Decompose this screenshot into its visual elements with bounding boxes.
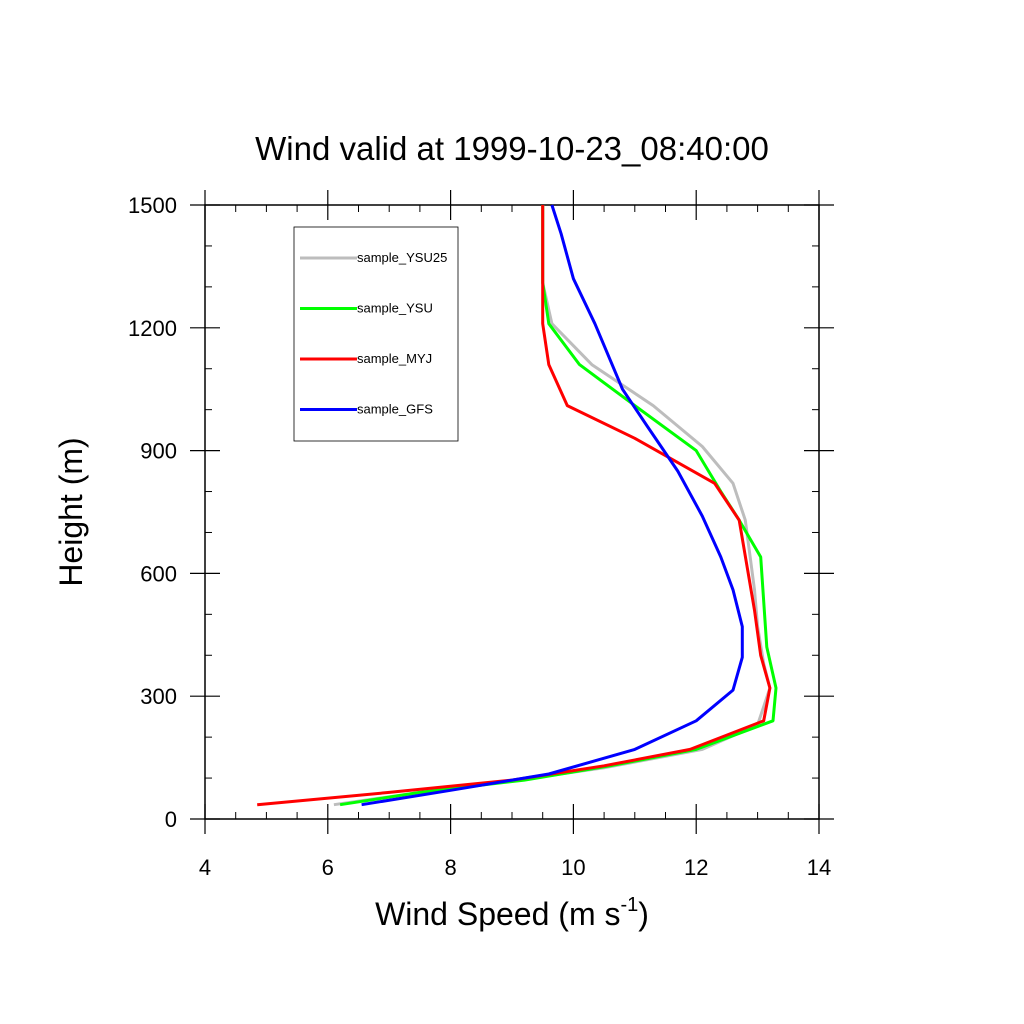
minor-ticks: [205, 205, 819, 819]
x-axis-label: Wind Speed (m s-1): [375, 894, 649, 932]
x-tick-label: 8: [444, 855, 456, 880]
series-line-sample_GFS: [361, 204, 744, 807]
major-ticks: [190, 190, 834, 834]
legend: sample_YSU25 sample_YSU sample_MYJ sample_G…: [293, 226, 459, 442]
x-tick-label: 12: [684, 855, 708, 880]
x-tick-label: 6: [322, 855, 334, 880]
y-tick-label: 300: [140, 684, 177, 709]
y-tick-labels: 0 300 600 900 1200 1500: [128, 193, 177, 832]
y-tick-label: 600: [140, 561, 177, 586]
y-axis-label: Height (m): [53, 437, 89, 586]
y-tick-label: 0: [165, 807, 177, 832]
x-tick-label: 14: [807, 855, 831, 880]
legend-label-sample_MYJ: sample_MYJ: [357, 351, 432, 366]
y-tick-label: 1200: [128, 316, 177, 341]
x-axis-label-superscript: -1: [620, 894, 638, 916]
y-tick-label: 1500: [128, 193, 177, 218]
y-tick-label: 900: [140, 439, 177, 464]
legend-label-sample_YSU25: sample_YSU25: [357, 250, 447, 265]
x-axis-label-end: ): [638, 896, 649, 932]
x-axis-label-main: Wind Speed (m s: [375, 896, 620, 932]
chart-title: Wind valid at 1999-10-23_08:40:00: [255, 130, 769, 167]
legend-label-sample_YSU: sample_YSU: [357, 301, 433, 316]
x-tick-labels: 4 6 8 10 12 14: [199, 855, 831, 880]
legend-label-sample_GFS: sample_GFS: [357, 402, 433, 417]
legend-box: [293, 226, 459, 442]
series-lines: [257, 204, 778, 807]
legend-items: sample_YSU25 sample_YSU sample_MYJ sample_G…: [300, 250, 447, 417]
series-line-sample_MYJ: [257, 205, 772, 807]
x-tick-label: 10: [561, 855, 585, 880]
x-tick-label: 4: [199, 855, 211, 880]
